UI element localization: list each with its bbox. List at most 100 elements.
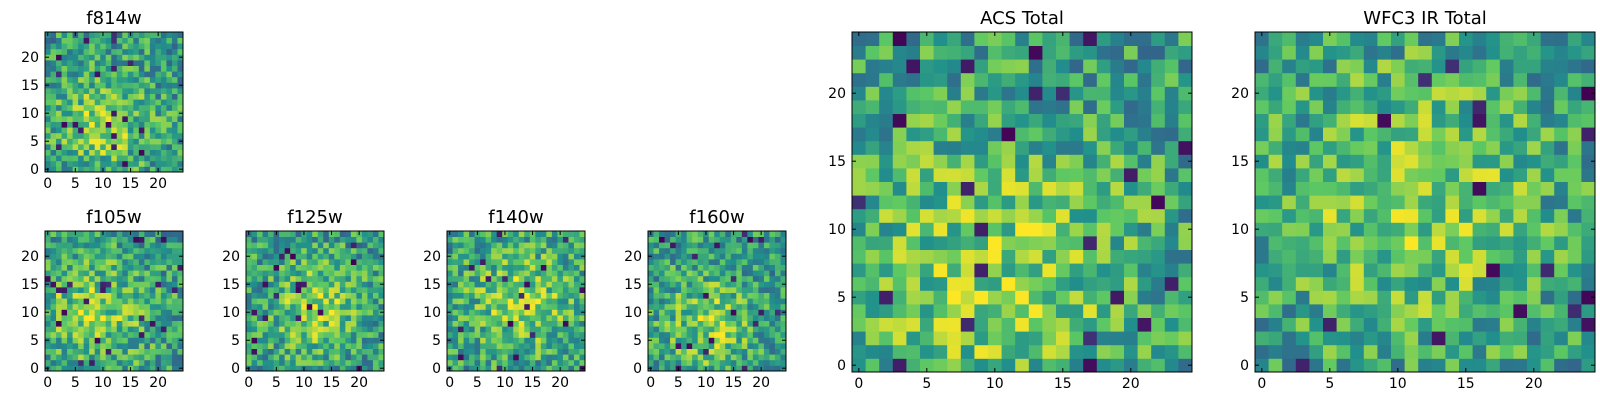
heatmap-cell xyxy=(719,264,726,271)
heatmap-cell xyxy=(1282,72,1297,87)
heatmap-cell xyxy=(149,359,156,366)
heatmap-cell xyxy=(273,326,280,333)
heatmap-cell xyxy=(155,359,162,366)
heatmap-cell xyxy=(697,348,704,355)
heatmap-cell xyxy=(334,309,341,316)
heatmap-cell xyxy=(133,132,140,139)
heatmap-cell xyxy=(496,253,503,260)
heatmap-cell xyxy=(758,275,765,282)
heatmap-cell xyxy=(83,242,90,249)
heatmap-cell xyxy=(708,298,715,305)
heatmap-cell xyxy=(251,354,258,361)
heatmap-cell xyxy=(350,337,357,344)
heatmap-cell xyxy=(334,242,341,249)
heatmap-cell xyxy=(166,48,173,55)
heatmap-cell xyxy=(138,292,145,299)
heatmap-cell xyxy=(122,298,129,305)
heatmap-cell xyxy=(116,149,123,156)
heatmap-cell xyxy=(56,298,62,305)
heatmap-cell xyxy=(865,127,880,142)
heatmap-cell xyxy=(681,343,688,349)
heatmap-cell xyxy=(1581,290,1596,305)
heatmap-cell xyxy=(1028,263,1043,278)
heatmap-cell xyxy=(496,298,503,305)
heatmap-cell xyxy=(491,264,498,271)
heatmap-cell xyxy=(339,331,346,338)
heatmap-cell xyxy=(50,37,57,44)
heatmap-cell xyxy=(94,88,101,94)
heatmap-cell xyxy=(1268,263,1283,278)
heatmap-cell xyxy=(83,354,90,361)
heatmap-cell xyxy=(480,303,487,310)
heatmap-cell xyxy=(730,303,737,310)
heatmap-cell xyxy=(1445,45,1460,60)
heatmap-cell xyxy=(50,359,57,366)
heatmap-cell xyxy=(579,348,586,355)
heatmap-cell xyxy=(1282,276,1297,291)
heatmap-cell xyxy=(653,298,660,305)
heatmap-cell xyxy=(251,348,258,355)
heatmap-cell xyxy=(61,155,68,162)
heatmap-cell xyxy=(675,354,682,361)
heatmap-cell xyxy=(960,195,975,210)
heatmap-cell xyxy=(1431,263,1446,278)
heatmap-cell xyxy=(138,287,145,293)
heatmap-cell xyxy=(920,304,934,318)
heatmap-cell xyxy=(865,72,880,87)
heatmap-cell xyxy=(155,37,162,44)
heatmap-cell xyxy=(892,317,907,332)
heatmap-cell xyxy=(1028,168,1043,182)
heatmap-cell xyxy=(1363,140,1378,155)
heatmap-cell xyxy=(670,315,676,321)
heatmap-cell xyxy=(284,281,291,288)
heatmap-cell xyxy=(1527,249,1541,264)
heatmap-cell xyxy=(116,270,123,277)
heatmap-cell xyxy=(496,337,503,344)
heatmap-cell xyxy=(1295,290,1310,305)
heatmap-cell xyxy=(1282,32,1297,46)
heatmap-cell xyxy=(133,315,140,321)
heatmap-cell xyxy=(865,358,880,373)
heatmap-cell xyxy=(579,354,586,361)
heatmap-cell xyxy=(89,48,96,55)
heatmap-cell xyxy=(61,320,68,327)
heatmap-cell xyxy=(155,315,162,321)
heatmap-cell xyxy=(947,195,962,210)
heatmap-cell xyxy=(89,242,96,249)
heatmap-cell xyxy=(177,287,184,293)
heatmap-cell xyxy=(1363,181,1378,196)
heatmap-cell xyxy=(1459,113,1473,128)
heatmap-cell xyxy=(1282,249,1297,264)
heatmap-cell xyxy=(56,359,62,366)
heatmap-cell xyxy=(116,132,123,139)
heatmap-cell xyxy=(160,275,167,282)
heatmap-cell xyxy=(1151,249,1166,264)
heatmap-cell xyxy=(1581,113,1596,128)
heatmap-cell xyxy=(551,259,558,265)
heatmap-cell xyxy=(312,365,319,372)
heatmap-cell xyxy=(1567,140,1582,155)
heatmap-cell xyxy=(50,166,57,173)
heatmap-cell xyxy=(72,48,79,55)
heatmap-cell xyxy=(960,317,975,332)
heatmap-cell xyxy=(105,315,112,321)
heatmap-cell xyxy=(491,236,498,243)
heatmap-cell xyxy=(1567,168,1582,182)
heatmap-cell xyxy=(78,127,85,134)
heatmap-cell xyxy=(100,259,107,265)
heatmap-cell xyxy=(1418,317,1433,332)
heatmap-cell xyxy=(675,281,682,288)
heatmap-cell xyxy=(1377,263,1392,278)
heatmap-cell xyxy=(1418,59,1433,74)
heatmap-cell xyxy=(317,320,324,327)
heatmap-cell xyxy=(469,281,475,288)
heatmap-cell xyxy=(100,303,107,310)
heatmap-cell xyxy=(1445,32,1460,46)
heatmap-cell xyxy=(1336,317,1351,332)
heatmap-cell xyxy=(714,259,721,265)
heatmap-cell xyxy=(675,343,682,349)
heatmap-cell xyxy=(133,264,140,271)
heatmap-cell xyxy=(1445,86,1460,101)
heatmap-cell xyxy=(83,54,90,61)
heatmap-cell xyxy=(334,315,341,321)
